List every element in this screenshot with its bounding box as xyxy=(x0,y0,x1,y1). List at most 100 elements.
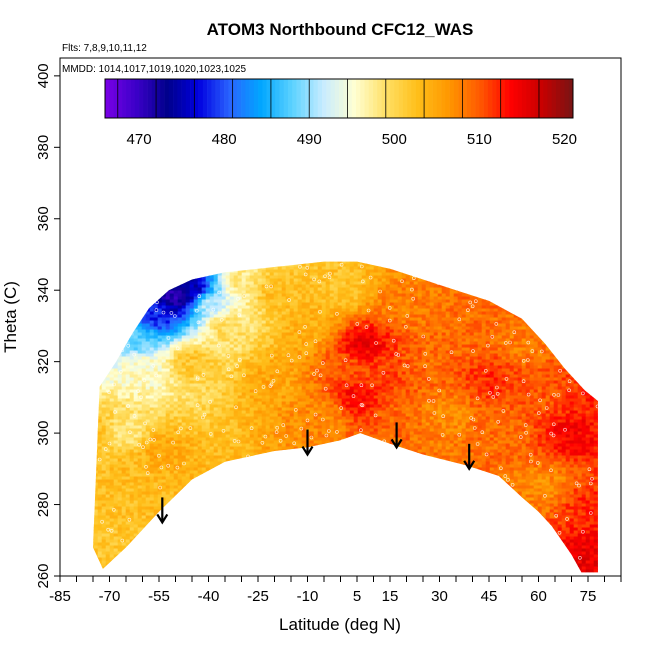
heatmap-cell xyxy=(125,311,131,315)
heatmap-cell xyxy=(137,518,143,522)
heatmap-cell xyxy=(93,401,95,405)
heatmap-cell xyxy=(130,258,134,261)
heatmap-cell xyxy=(241,404,247,408)
heatmap-cell xyxy=(245,269,251,273)
heatmap-cell xyxy=(209,338,215,342)
heatmap-cell xyxy=(197,440,203,444)
heatmap-cell xyxy=(93,308,99,312)
heatmap-cell xyxy=(93,296,95,300)
heatmap-cell xyxy=(97,452,103,456)
heatmap-cell xyxy=(205,338,211,342)
heatmap-cell xyxy=(194,573,198,576)
heatmap-cell xyxy=(257,278,263,282)
heatmap-cell xyxy=(97,386,103,390)
heatmap-cell xyxy=(93,533,95,537)
heatmap-cell xyxy=(109,407,115,411)
heatmap-cell xyxy=(93,275,99,279)
heatmap-cell xyxy=(185,413,191,417)
heatmap-cell xyxy=(105,563,111,567)
heatmap-cell xyxy=(213,386,219,390)
heatmap-cell xyxy=(193,261,199,264)
heatmap-cell xyxy=(189,515,195,519)
heatmap-cell xyxy=(210,255,214,258)
heatmap-cell xyxy=(205,380,211,384)
heatmap-cell xyxy=(161,488,167,492)
heatmap-cell xyxy=(217,488,223,492)
heatmap-cell xyxy=(225,545,231,549)
heatmap-cell xyxy=(229,419,235,423)
heatmap-cell xyxy=(213,305,219,309)
heatmap-cell xyxy=(253,509,259,513)
heatmap-cell xyxy=(129,353,135,357)
heatmap-cell xyxy=(150,258,154,261)
heatmap-cell xyxy=(201,401,207,405)
heatmap-cell xyxy=(169,299,175,303)
heatmap-cell xyxy=(121,365,127,369)
heatmap-cell xyxy=(209,413,215,417)
heatmap-cell xyxy=(185,509,191,513)
heatmap-cell xyxy=(265,365,271,369)
heatmap-cell xyxy=(141,509,147,513)
heatmap-cell xyxy=(161,377,167,381)
heatmap-cell xyxy=(125,452,131,456)
heatmap-cell xyxy=(253,323,259,327)
heatmap-cell xyxy=(129,482,135,486)
heatmap-cell xyxy=(185,341,191,345)
heatmap-cell xyxy=(209,335,215,339)
heatmap-cell xyxy=(257,566,263,570)
heatmap-cell xyxy=(145,347,151,351)
heatmap-cell xyxy=(181,545,187,549)
heatmap-cell xyxy=(233,557,239,561)
heatmap-cell xyxy=(197,401,203,405)
heatmap-cell xyxy=(225,368,231,372)
heatmap-cell xyxy=(189,485,195,489)
heatmap-cell xyxy=(129,407,135,411)
heatmap-cell xyxy=(117,542,123,546)
heatmap-cell xyxy=(181,368,187,372)
heatmap-cell xyxy=(105,263,111,267)
heatmap-cell xyxy=(121,515,127,519)
heatmap-cell xyxy=(233,464,239,468)
heatmap-cell xyxy=(181,284,187,288)
heatmap-cell xyxy=(253,380,259,384)
heatmap-cell xyxy=(149,275,155,279)
heatmap-cell xyxy=(105,512,111,516)
heatmap-cell xyxy=(161,527,167,531)
heatmap-cell xyxy=(113,503,119,507)
heatmap-cell xyxy=(181,353,187,357)
heatmap-cell xyxy=(205,509,211,513)
heatmap-cell xyxy=(141,284,147,288)
heatmap-cell xyxy=(261,311,267,315)
heatmap-cell xyxy=(137,302,143,306)
heatmap-cell xyxy=(245,323,251,327)
heatmap-cell xyxy=(117,275,123,279)
heatmap-cell xyxy=(150,255,154,258)
heatmap-cell xyxy=(201,428,207,432)
heatmap-cell xyxy=(117,509,123,513)
heatmap-cell xyxy=(245,272,251,276)
heatmap-cell xyxy=(113,293,119,297)
heatmap-cell xyxy=(261,344,267,348)
heatmap-cell xyxy=(97,365,103,369)
heatmap-cell xyxy=(98,255,102,258)
heatmap-cell xyxy=(269,524,275,528)
heatmap-cell xyxy=(225,281,231,285)
heatmap-cell xyxy=(153,350,159,354)
heatmap-cell xyxy=(149,261,155,264)
heatmap-cell xyxy=(265,266,271,270)
heatmap-cell xyxy=(113,515,119,519)
heatmap-cell xyxy=(141,479,147,483)
heatmap-cell xyxy=(217,362,223,366)
heatmap-cell xyxy=(257,500,263,504)
heatmap-cell xyxy=(141,362,147,366)
heatmap-cell xyxy=(173,566,179,570)
heatmap-cell xyxy=(173,503,179,507)
heatmap-cell xyxy=(189,431,195,435)
heatmap-cell xyxy=(185,461,191,465)
heatmap-cell xyxy=(125,416,131,420)
heatmap-cell xyxy=(101,434,107,438)
heatmap-cell xyxy=(261,566,267,570)
heatmap-cell xyxy=(185,494,191,498)
heatmap-cell xyxy=(209,362,215,366)
heatmap-cell xyxy=(173,449,179,453)
